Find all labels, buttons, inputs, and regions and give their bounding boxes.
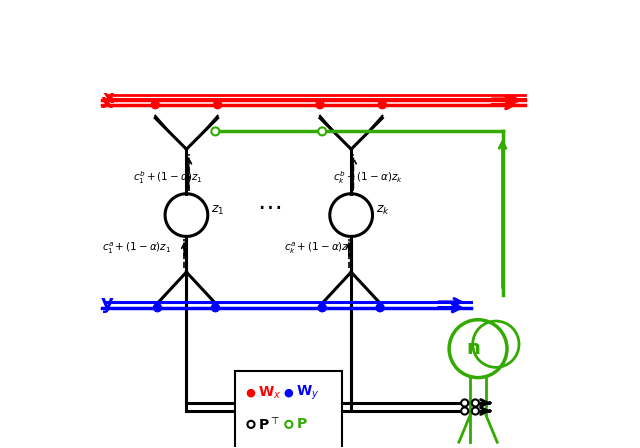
Text: $\mathbf{x}$: $\mathbf{x}$: [102, 89, 115, 107]
Text: $z_1$: $z_1$: [211, 204, 224, 217]
FancyBboxPatch shape: [236, 371, 342, 448]
Circle shape: [376, 304, 384, 312]
Circle shape: [285, 390, 292, 397]
Text: $c_1^a + (1-\alpha)z_1$: $c_1^a + (1-\alpha)z_1$: [102, 240, 172, 256]
Circle shape: [211, 127, 220, 135]
Circle shape: [461, 407, 468, 414]
Circle shape: [318, 304, 326, 312]
Text: $\mathbf{P}$: $\mathbf{P}$: [296, 418, 307, 431]
Circle shape: [318, 127, 326, 135]
Text: $z_k$: $z_k$: [376, 204, 390, 217]
Circle shape: [214, 101, 221, 109]
Circle shape: [211, 304, 220, 312]
Text: $\mathbf{y}$: $\mathbf{y}$: [100, 296, 114, 314]
Circle shape: [154, 304, 161, 312]
Circle shape: [461, 400, 468, 406]
Text: $\mathbf{n}$: $\mathbf{n}$: [465, 339, 480, 358]
Circle shape: [151, 101, 159, 109]
Circle shape: [316, 101, 324, 109]
Circle shape: [248, 421, 255, 428]
Circle shape: [472, 407, 479, 414]
Circle shape: [472, 400, 479, 406]
Text: $c_k^b + (1-\alpha)z_k$: $c_k^b + (1-\alpha)z_k$: [333, 169, 403, 186]
Circle shape: [248, 390, 255, 397]
Text: $\mathbf{P}^\top$: $\mathbf{P}^\top$: [258, 416, 280, 433]
Text: $\mathbf{x}$: $\mathbf{x}$: [100, 92, 114, 112]
Text: $\mathbf{W}_x$: $\mathbf{W}_x$: [258, 385, 281, 401]
Circle shape: [285, 421, 292, 428]
Text: $\cdots$: $\cdots$: [257, 194, 281, 218]
Text: $\mathbf{W}_y$: $\mathbf{W}_y$: [296, 384, 319, 402]
Text: $c_1^b + (1-\alpha)z_1$: $c_1^b + (1-\alpha)z_1$: [133, 169, 202, 186]
Circle shape: [378, 101, 387, 109]
Text: $c_k^a + (1-\alpha)z_k$: $c_k^a + (1-\alpha)z_k$: [284, 240, 354, 256]
